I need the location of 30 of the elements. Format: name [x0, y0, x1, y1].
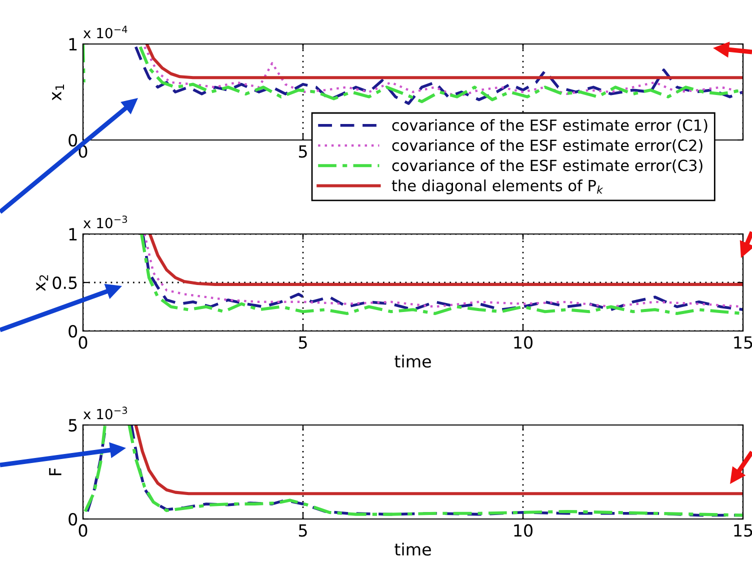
x-tick-label: 0: [78, 524, 88, 537]
y-tick-label: 0: [68, 512, 78, 526]
text: x 10$^{−4}$: [83, 26, 128, 38]
y-tick-label: 1: [69, 228, 77, 240]
x-tick-label: 5: [298, 524, 307, 537]
y-tick-label: 1: [69, 38, 77, 50]
x-tick-label: 10: [514, 336, 532, 349]
y-tick-label: 5: [68, 419, 77, 432]
y-tick-label: 0: [68, 324, 78, 338]
y-axis-title: F: [49, 468, 62, 476]
x-tick-label: 15: [734, 524, 752, 537]
line-series: [148, 234, 743, 286]
text: x 10$^{−3}$: [83, 406, 127, 420]
y-axis-title: x$_{1}$: [52, 84, 64, 101]
text: x 10$^{−3}$: [83, 216, 127, 228]
line-series: [145, 44, 743, 80]
legend-label: the diagonal elements of P$_{k}$: [392, 180, 604, 194]
x-tick-label: 15: [734, 336, 752, 349]
x-axis-title: time: [394, 354, 431, 368]
legend-label: covariance of the ESF estimate error(C3): [392, 159, 702, 173]
x-tick-label: 5: [298, 336, 307, 349]
x-axis-title: time: [394, 542, 431, 556]
y-tick-label: 0.5: [52, 276, 77, 290]
y-tick-label: 0: [68, 134, 78, 147]
x-tick-label: 10: [514, 524, 532, 537]
legend-label: covariance of the ESF estimate error(C2): [392, 139, 702, 153]
line-series: [134, 425, 743, 496]
legend-label: covariance of the ESF estimate error (C1): [392, 119, 708, 133]
x-tick-label: 0: [78, 336, 88, 349]
y-axis-title: x$_{2}$: [36, 275, 48, 292]
